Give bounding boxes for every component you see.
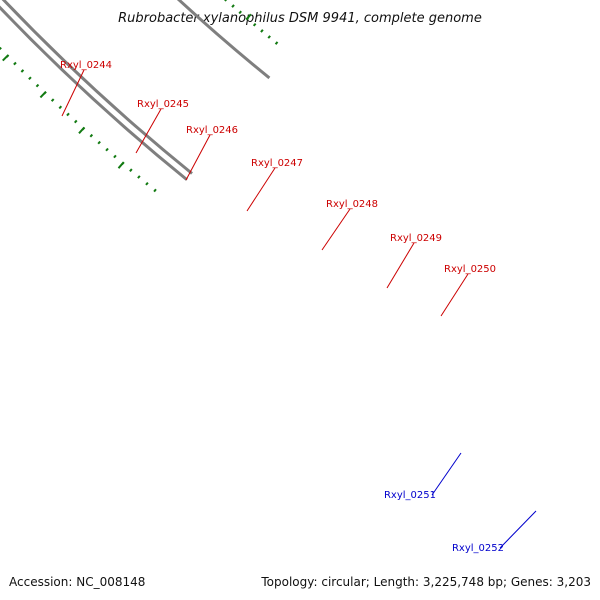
outer-tick-major-19 xyxy=(117,161,125,169)
outer-tick-minor-85 xyxy=(66,112,70,117)
feature-tracks xyxy=(0,0,271,181)
outer-tick-minor-80 xyxy=(28,76,32,81)
genome-summary: Topology: circular; Length: 3,225,748 bp… xyxy=(260,575,591,589)
outer-tick-minor-78 xyxy=(13,61,17,66)
gene-leader-rxyl_0245 xyxy=(135,108,162,154)
outer-tick-minor-95 xyxy=(145,181,149,186)
outer-tick-minor-83 xyxy=(50,98,55,102)
gene-leader-rxyl_0251 xyxy=(431,452,462,496)
gene-label-rxyl_0250: Rxyl_0250 xyxy=(444,264,496,275)
inner-tick-minor-93 xyxy=(252,22,257,27)
map-title: Rubrobacter xylanophilus DSM 9941, compl… xyxy=(118,11,482,26)
gene-label-rxyl_0251: Rxyl_0251 xyxy=(384,490,436,501)
gene-leader-rxyl_0250 xyxy=(440,273,469,317)
outer-tick-minor-94 xyxy=(137,175,141,179)
inner-tick-minor-94 xyxy=(260,29,264,33)
inner-tick-minor-95 xyxy=(267,35,271,39)
outer-tick-minor-84 xyxy=(58,105,63,110)
gene-leader-rxyl_0247 xyxy=(246,167,276,212)
gene-label-rxyl_0248: Rxyl_0248 xyxy=(326,199,378,210)
gene-label-rxyl_0244: Rxyl_0244 xyxy=(60,60,112,71)
inner-tick-major-19 xyxy=(245,13,252,21)
gene-label-rxyl_0249: Rxyl_0249 xyxy=(390,233,442,244)
gene-labels: 252 kbp253 kbp254 kbp255 kbp256 kbp257 k… xyxy=(60,60,537,554)
gene-leader-rxyl_0244 xyxy=(61,69,85,117)
gene-leader-rxyl_0249 xyxy=(386,242,415,289)
inner-tick-minor-89 xyxy=(224,0,228,2)
gene-label-rxyl_0252: Rxyl_0252 xyxy=(452,543,504,554)
backbone-ring-1 xyxy=(0,5,188,181)
kbp-ticks xyxy=(0,0,279,193)
outer-tick-major-18 xyxy=(78,126,86,134)
outer-tick-major-17 xyxy=(39,90,47,99)
gene-leader-rxyl_0252 xyxy=(499,510,537,549)
outer-tick-minor-88 xyxy=(89,133,94,138)
outer-tick-major-16 xyxy=(2,54,10,62)
gene-label-rxyl_0247: Rxyl_0247 xyxy=(251,158,303,169)
inner-tick-minor-90 xyxy=(231,4,235,8)
accession-text: Accession: NC_008148 xyxy=(9,575,145,589)
outer-tick-minor-91 xyxy=(113,154,117,159)
outer-tick-minor-93 xyxy=(129,168,133,172)
outer-tick-minor-86 xyxy=(73,119,78,124)
gene-label-rxyl_0245: Rxyl_0245 xyxy=(137,99,189,110)
outer-tick-minor-96 xyxy=(153,188,157,193)
gene-label-rxyl_0246: Rxyl_0246 xyxy=(186,125,238,136)
backbone-ring-2 xyxy=(1,0,193,175)
gene-leader-rxyl_0248 xyxy=(321,208,351,251)
outer-tick-minor-89 xyxy=(97,140,101,145)
inner-tick-minor-96 xyxy=(274,41,279,45)
outer-tick-minor-76 xyxy=(0,46,2,51)
outer-tick-minor-81 xyxy=(35,83,40,88)
outer-tick-minor-90 xyxy=(105,147,109,152)
outer-tick-minor-79 xyxy=(20,69,25,73)
inner-tick-minor-91 xyxy=(238,10,242,15)
gene-leader-rxyl_0246 xyxy=(185,134,211,181)
